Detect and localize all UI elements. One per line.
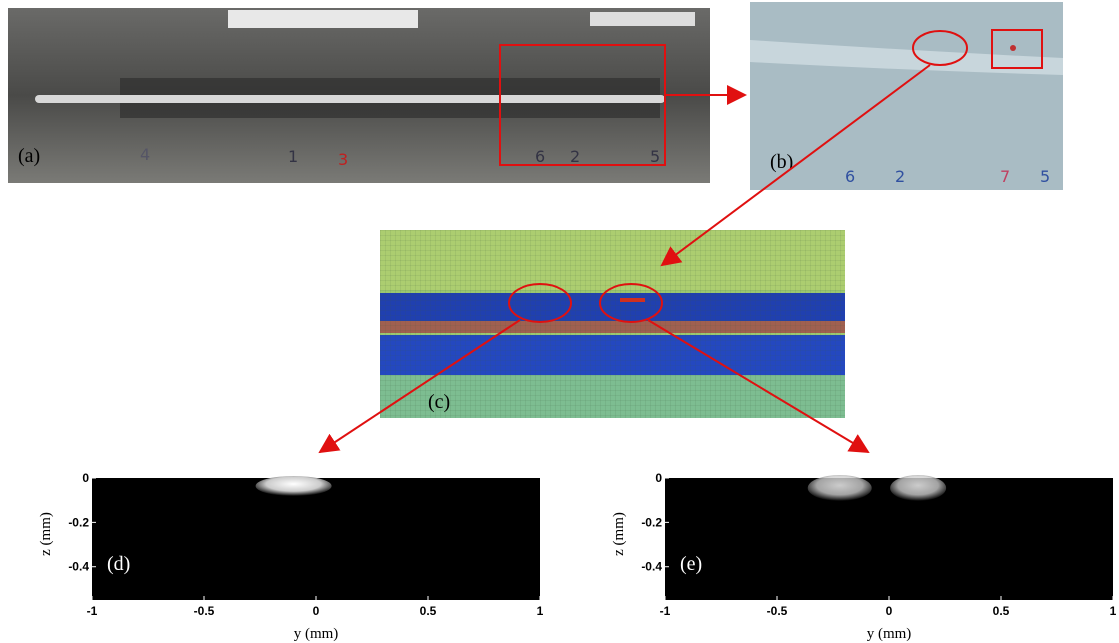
plots: -1 -0.5 0 0.5 1 0 -0.2 -0.4 y (mm) z (mm) (d) -1 -0.… xyxy=(38,471,1117,642)
x-tick-label: 1 xyxy=(1110,604,1117,618)
x-tick-label: 1 xyxy=(537,604,544,618)
hand-mark: 2 xyxy=(895,167,905,186)
x-tick-label: -0.5 xyxy=(767,604,788,618)
hand-mark: 7 xyxy=(1000,167,1010,186)
hand-mark: 1 xyxy=(288,147,298,166)
figure: (a) 4 1 3 6 2 5 (b) 6 2 7 5 (c) xyxy=(0,0,1119,643)
y-axis-label: z (mm) xyxy=(38,512,54,556)
x-tick-label: -1 xyxy=(660,604,671,618)
y-tick-label: -0.2 xyxy=(68,515,89,529)
hand-mark: 4 xyxy=(140,145,150,164)
x-tick-label: 0.5 xyxy=(420,604,437,618)
x-tick-label: 0 xyxy=(886,604,893,618)
x-tick-label: 0.5 xyxy=(993,604,1010,618)
y-tick-label: -0.4 xyxy=(68,560,89,574)
reflection xyxy=(256,476,332,496)
panel-label: (e) xyxy=(680,553,702,575)
x-tick-label: -1 xyxy=(87,604,98,618)
y-tick-label: 0 xyxy=(655,471,662,485)
reflection xyxy=(808,475,872,501)
x-axis-label: y (mm) xyxy=(867,626,912,642)
photo-a: (a) 4 1 3 6 2 5 xyxy=(8,8,710,183)
panel-label: (a) xyxy=(18,145,40,167)
hand-mark: 3 xyxy=(338,150,348,169)
x-tick-label: -0.5 xyxy=(194,604,215,618)
hand-mark: 2 xyxy=(570,147,580,166)
hand-mark: 5 xyxy=(1040,167,1050,186)
y-tick-label: -0.4 xyxy=(641,560,662,574)
reflection xyxy=(890,475,946,501)
hand-mark: 6 xyxy=(535,147,545,166)
hand-mark: 5 xyxy=(650,147,660,166)
plot-area xyxy=(665,478,1113,600)
y-tick-label: 0 xyxy=(82,471,89,485)
panel-label: (c) xyxy=(428,391,450,413)
x-tick-label: 0 xyxy=(313,604,320,618)
photo-b: (b) 6 2 7 5 xyxy=(750,2,1063,190)
x-axis-label: y (mm) xyxy=(294,626,339,642)
y-tick-label: -0.2 xyxy=(641,515,662,529)
panel-label: (d) xyxy=(107,553,130,575)
hand-mark: 6 xyxy=(845,167,855,186)
map-c: (c) xyxy=(380,230,845,418)
y-axis-label: z (mm) xyxy=(611,512,627,556)
plot-area xyxy=(92,478,540,600)
